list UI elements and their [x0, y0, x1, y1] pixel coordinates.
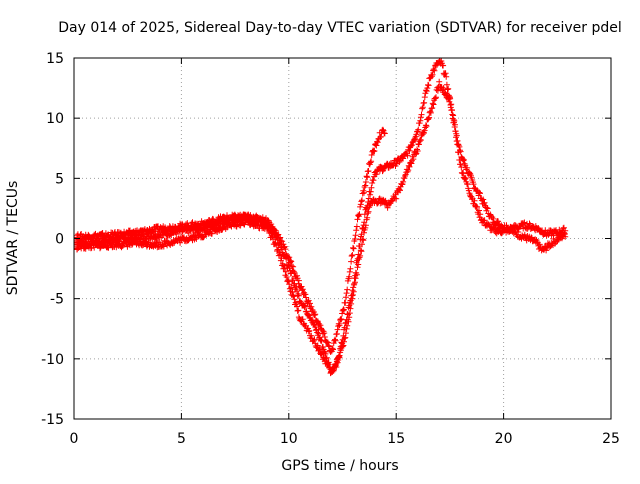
series-markers: [74, 126, 388, 355]
x-tick-label: 15: [387, 431, 405, 447]
y-tick-label: 15: [46, 51, 64, 67]
y-tick-label: -10: [41, 352, 64, 368]
series-sdtvar-upper-band: [74, 126, 388, 355]
chart-title: Day 014 of 2025, Sidereal Day-to-day VTE…: [58, 20, 622, 36]
series-layer: [74, 58, 569, 377]
y-axis-label: SDTVAR / TECUs: [5, 181, 21, 296]
series-sdtvar-lower-band: [74, 78, 569, 377]
x-tick-label: 20: [495, 431, 513, 447]
y-tick-label: -15: [41, 412, 64, 428]
y-tick-label: 0: [55, 232, 64, 248]
x-tick-label: 5: [177, 431, 186, 447]
y-tick-label: 10: [46, 111, 64, 127]
series-markers: [74, 78, 569, 377]
x-tick-label: 10: [280, 431, 298, 447]
x-tick-label: 0: [70, 431, 79, 447]
ticks-layer: 0 5 10 15 20 25 -15 -10 -5 0 5 10 15: [41, 51, 620, 447]
grid-layer: [74, 58, 611, 419]
y-tick-label: -5: [50, 292, 64, 308]
y-tick-label: 5: [55, 171, 64, 187]
x-axis-label: GPS time / hours: [281, 458, 398, 474]
x-tick-label: 25: [602, 431, 620, 447]
